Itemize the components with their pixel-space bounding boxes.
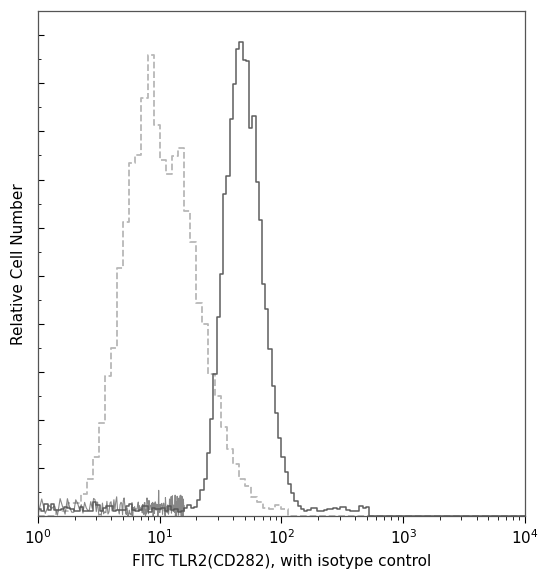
Y-axis label: Relative Cell Number: Relative Cell Number <box>11 183 26 345</box>
X-axis label: FITC TLR2(CD282), with isotype control: FITC TLR2(CD282), with isotype control <box>132 554 431 569</box>
